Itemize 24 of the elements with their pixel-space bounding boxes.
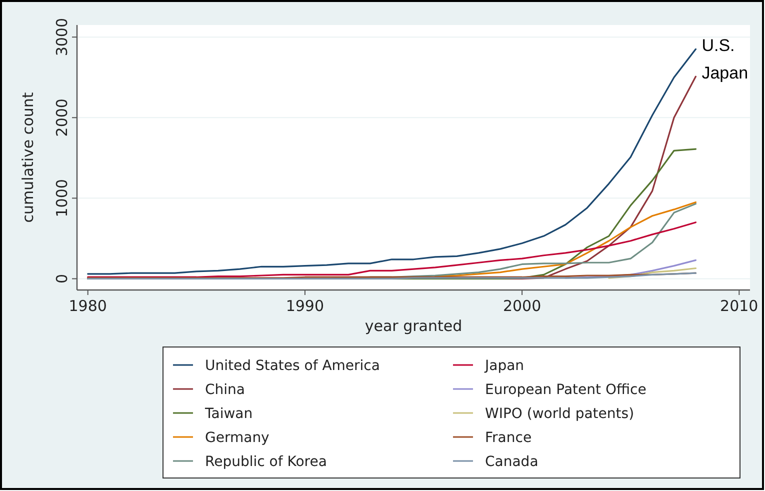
legend-label: Republic of Korea [205, 454, 327, 470]
x-tick-label: 1990 [286, 297, 324, 315]
x-tick-label: 2010 [720, 297, 758, 315]
x-tick-label: 1980 [68, 297, 107, 315]
legend-label: WIPO (world patents) [485, 406, 634, 422]
y-tick-label: 2000 [53, 98, 71, 137]
y-axis-title: cumulative count [19, 92, 37, 223]
x-axis-title: year granted [364, 317, 462, 335]
y-tick-label: 3000 [53, 18, 71, 56]
legend-label: European Patent Office [485, 382, 646, 398]
y-tick-label: 0 [53, 274, 71, 284]
legend-label: Germany [205, 430, 270, 446]
x-tick-label: 2000 [502, 297, 542, 315]
line-series [434, 201, 697, 278]
legend-label: China [205, 382, 245, 398]
line-series [87, 222, 697, 278]
y-tick-label: 1000 [53, 179, 71, 218]
annotation: U.S. [702, 36, 735, 56]
legend-label: United States of America [205, 358, 380, 374]
legend-label: Taiwan [204, 406, 253, 422]
legend-label: Canada [485, 454, 538, 470]
legend-label: Japan [484, 358, 524, 374]
annotation: Japan [702, 64, 748, 83]
legend-label: France [485, 430, 532, 446]
